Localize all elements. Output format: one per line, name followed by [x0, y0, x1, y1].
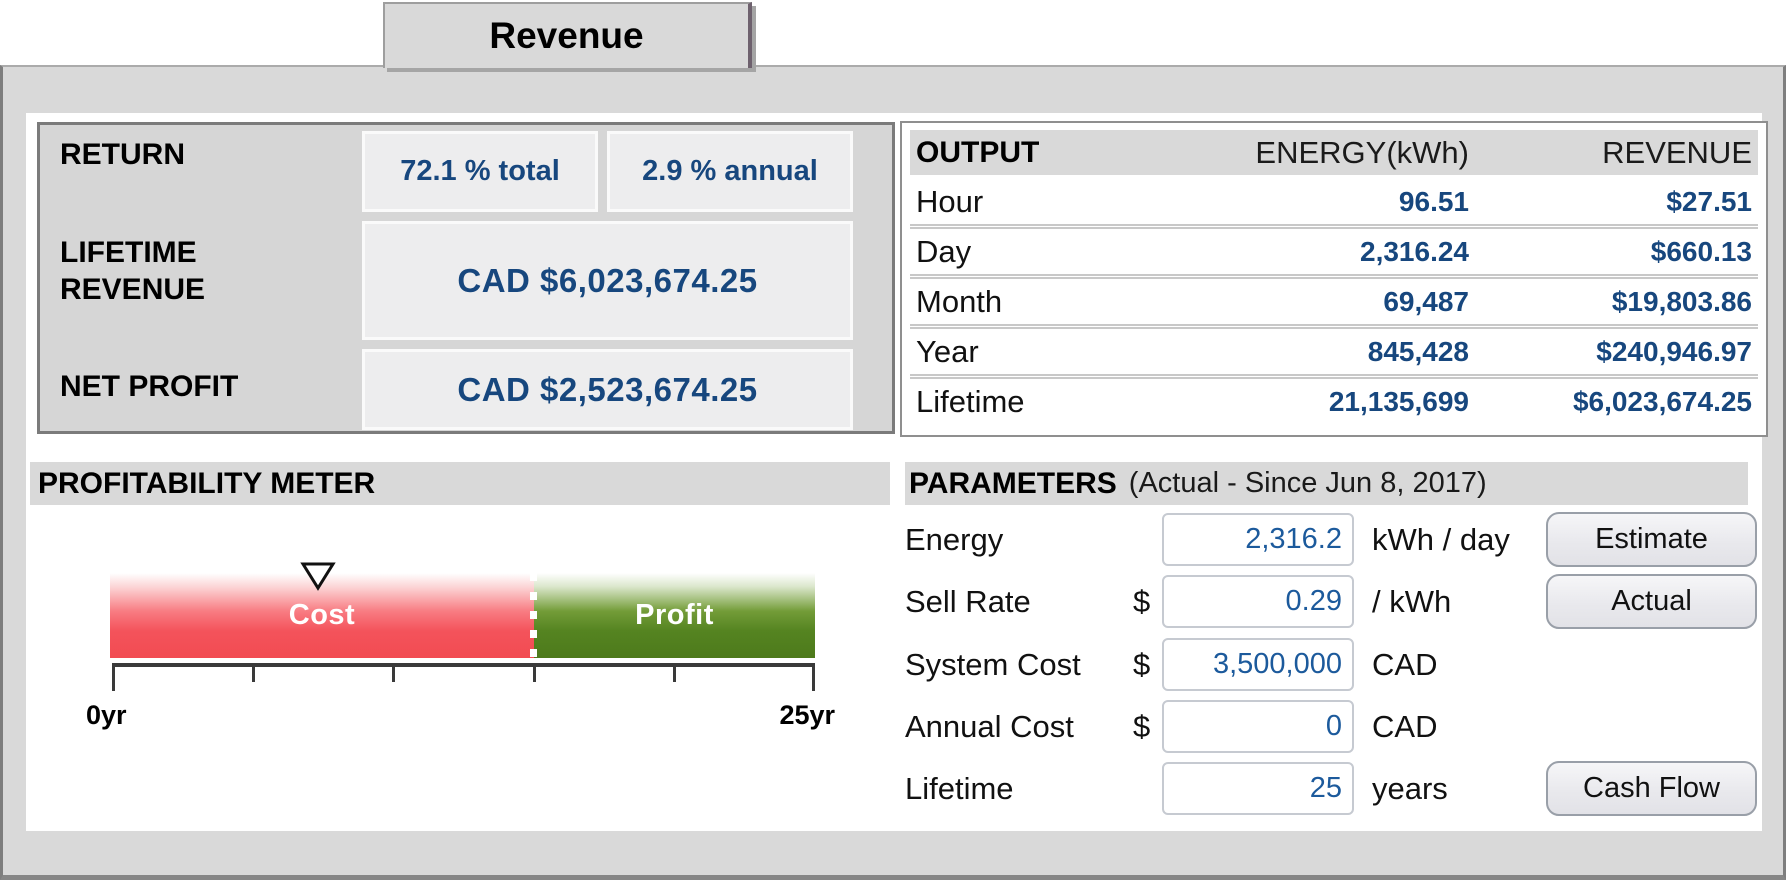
- parameter-row-annual-cost: Annual Cost $ CAD: [0, 699, 1786, 754]
- row-energy: 2,316.24: [1360, 235, 1469, 267]
- sell-rate-currency: $: [1133, 584, 1151, 619]
- row-label: Lifetime: [916, 383, 1025, 419]
- row-energy: 845,428: [1367, 335, 1469, 367]
- cost-segment: Cost: [110, 573, 534, 658]
- row-revenue: $6,023,674.25: [1572, 385, 1752, 417]
- table-row: Year 845,428 $240,946.97: [910, 324, 1758, 374]
- axis-tick: [112, 663, 115, 691]
- lifetime-revenue-label: LIFETIME REVENUE: [60, 236, 206, 306]
- table-row: Month 69,487 $19,803.86: [910, 274, 1758, 324]
- row-revenue: $660.13: [1650, 235, 1752, 267]
- profit-segment-label: Profit: [635, 599, 714, 631]
- profitability-meter-title: PROFITABILITY METER: [38, 466, 376, 500]
- net-profit-value: CAD $2,523,674.25: [362, 349, 853, 430]
- cash-flow-button[interactable]: Cash Flow: [1546, 761, 1757, 816]
- estimate-button[interactable]: Estimate: [1546, 512, 1757, 567]
- table-row: Day 2,316.24 $660.13: [910, 224, 1758, 274]
- sell-rate-input[interactable]: [1162, 575, 1354, 628]
- row-energy: 69,487: [1383, 285, 1469, 317]
- table-row: Lifetime 21,135,699 $6,023,674.25: [910, 374, 1758, 424]
- lifetime-input[interactable]: [1162, 762, 1354, 815]
- parameter-row-lifetime: Lifetime years Cash Flow: [0, 761, 1786, 816]
- axis-end-label: 25yr: [779, 700, 835, 730]
- energy-input[interactable]: [1162, 513, 1354, 566]
- row-energy: 21,135,699: [1328, 385, 1469, 417]
- meter-marker-icon: [300, 562, 336, 591]
- profitability-meter-bar: Cost Profit: [110, 573, 815, 658]
- profit-segment: Profit: [534, 573, 815, 658]
- sell-rate-label: Sell Rate: [905, 584, 1031, 619]
- parameters-header: PARAMETERS (Actual - Since Jun 8, 2017): [905, 462, 1748, 505]
- return-annual-text: 2.9 % annual: [642, 155, 818, 187]
- annual-cost-currency: $: [1133, 709, 1151, 744]
- lifetime-revenue-value: CAD $6,023,674.25: [362, 221, 853, 340]
- row-revenue: $19,803.86: [1611, 285, 1752, 317]
- annual-cost-unit: CAD: [1372, 709, 1438, 744]
- row-energy: 96.51: [1398, 185, 1469, 217]
- meter-axis: [112, 663, 815, 667]
- actual-button[interactable]: Actual: [1546, 574, 1757, 629]
- axis-tick: [673, 663, 676, 682]
- system-cost-input[interactable]: [1162, 638, 1354, 691]
- energy-column-header: ENERGY(kWh): [1255, 134, 1469, 170]
- lifetime-label: Lifetime: [905, 771, 1014, 806]
- system-cost-unit: CAD: [1372, 647, 1438, 682]
- return-annual-value: 2.9 % annual: [607, 131, 853, 212]
- row-revenue: $27.51: [1666, 185, 1752, 217]
- revenue-column-header: REVENUE: [1602, 134, 1752, 170]
- parameters-title: PARAMETERS: [909, 466, 1117, 500]
- row-label: Day: [916, 233, 972, 269]
- lifetime-revenue-text: CAD $6,023,674.25: [457, 261, 758, 299]
- table-row: Hour 96.51 $27.51: [910, 179, 1758, 224]
- tab-revenue-label: Revenue: [489, 15, 644, 56]
- tab-revenue[interactable]: Revenue: [383, 2, 752, 68]
- parameter-row-energy: Energy kWh / day Estimate: [0, 512, 1786, 567]
- breakeven-divider: [530, 573, 537, 658]
- output-table: OUTPUT ENERGY(kWh) REVENUE Hour 96.51 $2…: [900, 121, 1768, 437]
- parameters-subtitle: (Actual - Since Jun 8, 2017): [1128, 467, 1487, 499]
- parameter-row-sell-rate: Sell Rate $ / kWh Actual: [0, 574, 1786, 629]
- return-total-text: 72.1 % total: [400, 155, 560, 187]
- energy-unit: kWh / day: [1372, 522, 1510, 557]
- row-label: Month: [916, 283, 1003, 319]
- row-revenue: $240,946.97: [1596, 335, 1752, 367]
- system-cost-label: System Cost: [905, 647, 1081, 682]
- row-label: Year: [916, 333, 979, 369]
- return-label: RETURN: [60, 138, 185, 171]
- axis-tick: [252, 663, 255, 682]
- sell-rate-unit: / kWh: [1372, 584, 1452, 619]
- return-total-value: 72.1 % total: [362, 131, 598, 212]
- net-profit-text: CAD $2,523,674.25: [457, 370, 758, 408]
- profitability-meter-header: PROFITABILITY METER: [30, 462, 890, 505]
- cost-segment-label: Cost: [288, 599, 356, 631]
- output-header-label: OUTPUT: [916, 135, 1040, 169]
- row-label: Hour: [916, 183, 984, 219]
- net-profit-label: NET PROFIT: [60, 370, 239, 403]
- energy-label: Energy: [905, 522, 1004, 557]
- lifetime-unit: years: [1372, 771, 1448, 806]
- system-cost-currency: $: [1133, 647, 1151, 682]
- annual-cost-label: Annual Cost: [905, 709, 1074, 744]
- annual-cost-input[interactable]: [1162, 700, 1354, 753]
- parameter-row-system-cost: System Cost $ CAD: [0, 637, 1786, 692]
- axis-tick: [533, 663, 536, 682]
- axis-start-label: 0yr: [86, 700, 127, 730]
- output-table-header: OUTPUT ENERGY(kWh) REVENUE: [910, 130, 1758, 175]
- axis-tick: [392, 663, 395, 682]
- axis-tick: [812, 663, 815, 691]
